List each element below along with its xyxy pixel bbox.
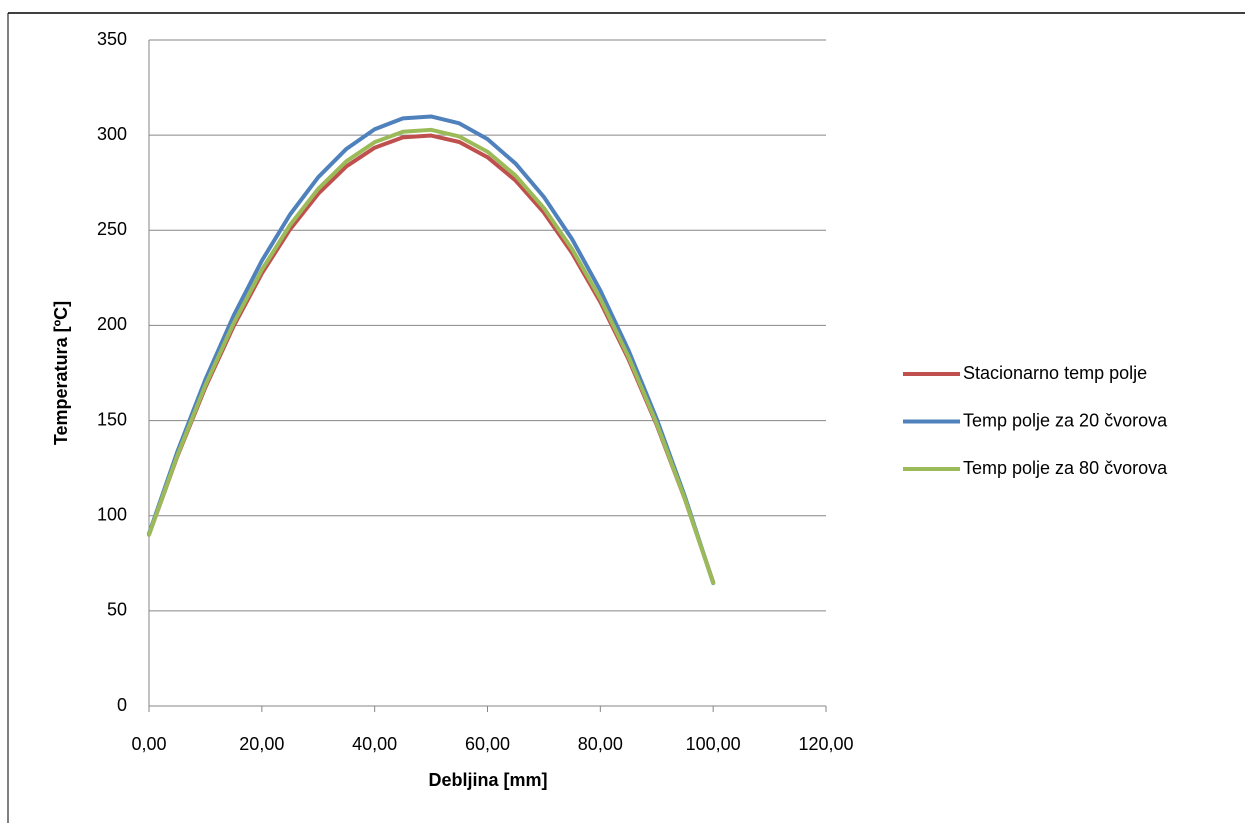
x-tick-label: 40,00 [352, 734, 397, 754]
x-tick-label: 80,00 [578, 734, 623, 754]
x-tick-label: 120,00 [798, 734, 853, 754]
y-tick-label: 0 [117, 695, 127, 715]
series-line [147, 114, 716, 586]
y-tick-label: 100 [97, 504, 127, 524]
x-tick-label: 0,00 [131, 734, 166, 754]
x-tick-label: 60,00 [465, 734, 510, 754]
y-tick-label: 350 [97, 29, 127, 49]
y-tick-label: 200 [97, 314, 127, 334]
legend-label: Temp polje za 80 čvorova [963, 458, 1168, 478]
legend-label: Temp polje za 20 čvorova [963, 410, 1168, 430]
x-tick-label: 20,00 [239, 734, 284, 754]
y-tick-label: 300 [97, 124, 127, 144]
x-tick-label: 100,00 [686, 734, 741, 754]
series-line [147, 127, 716, 585]
legend-label: Stacionarno temp polje [963, 363, 1147, 383]
x-axis-title: Debljina [mm] [428, 770, 547, 790]
y-axis-title: Temperatura [ºC] [51, 301, 71, 445]
y-tick-label: 150 [97, 409, 127, 429]
y-tick-label: 250 [97, 219, 127, 239]
y-tick-label: 50 [107, 600, 127, 620]
